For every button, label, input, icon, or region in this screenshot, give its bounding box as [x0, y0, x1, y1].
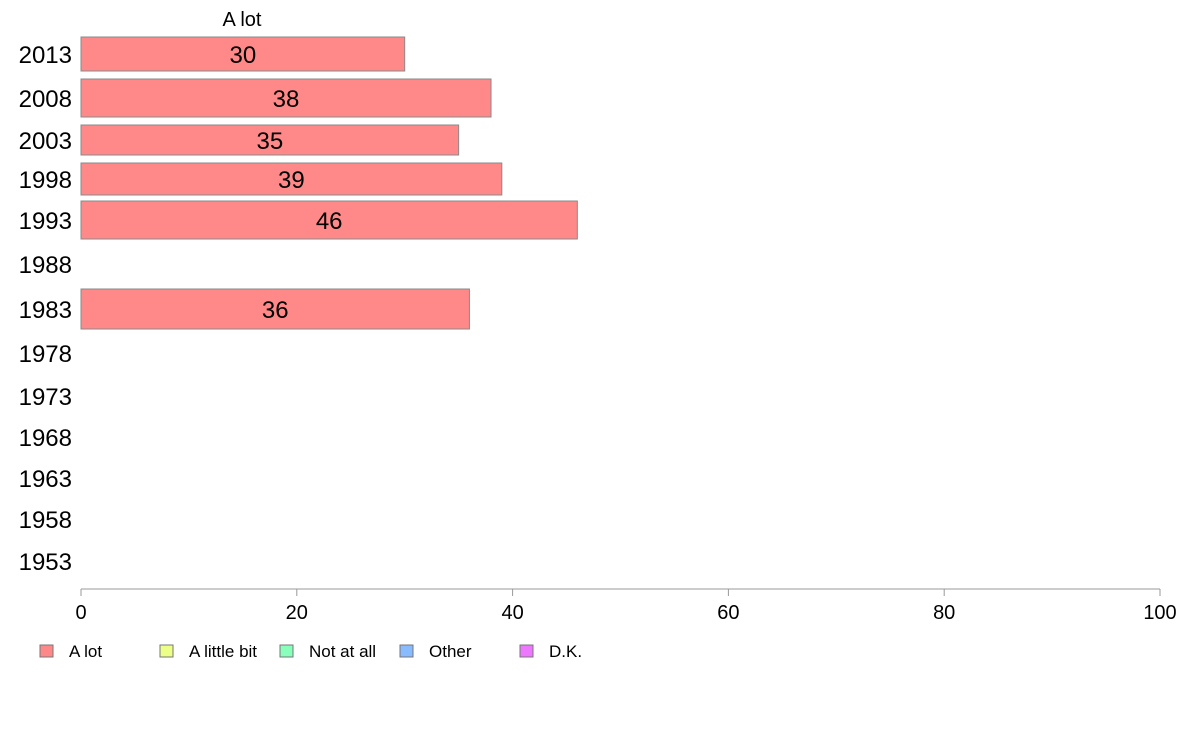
y-tick-label-1983: 1983	[19, 297, 72, 324]
data-label-1983-series-0: 36	[262, 297, 289, 324]
data-label-1998-series-0: 39	[278, 167, 305, 194]
y-tick-label-1958: 1958	[19, 507, 72, 534]
legend-label-3: Other	[429, 642, 472, 661]
bar-2013-series-0	[80, 36, 406, 72]
data-label-2003-series-0: 35	[256, 128, 283, 155]
data-label-1993-series-0: 46	[316, 208, 343, 235]
x-tick-label-80: 80	[933, 602, 955, 624]
bar-1998-series-0	[80, 162, 503, 196]
y-tick-label-1963: 1963	[19, 466, 72, 493]
bars-group: 30 38 35 39 46 36	[80, 36, 578, 330]
legend-swatch-2	[279, 644, 294, 658]
y-tick-label-1993: 1993	[19, 208, 72, 235]
x-tick-label-40: 40	[501, 602, 523, 624]
y-tick-label-2008: 2008	[19, 86, 72, 113]
bar-1993-series-0	[80, 200, 578, 240]
bar-1983-series-0	[80, 288, 470, 330]
y-axis-labels: 2013 2008 2003 1998 1993 1988 1983 1978 1973 1968…	[19, 42, 72, 576]
x-tick-label-100: 100	[1143, 602, 1176, 624]
y-tick-label-2013: 2013	[19, 42, 72, 69]
y-tick-label-1973: 1973	[19, 384, 72, 411]
bar-2008-series-0	[80, 78, 492, 118]
data-label-2008-series-0: 38	[273, 86, 300, 113]
legend-label-1: A little bit	[189, 642, 257, 661]
y-tick-label-1998: 1998	[19, 167, 72, 194]
column-header: A lot	[223, 9, 262, 31]
x-tick-label-60: 60	[717, 602, 739, 624]
y-tick-label-1978: 1978	[19, 341, 72, 368]
x-axis: 0 20 40 60 80 100	[75, 588, 1177, 624]
bar-2003-series-0	[80, 124, 460, 156]
x-tick-label-0: 0	[75, 602, 86, 624]
legend: A lot A little bit Not at all Other D.K.	[39, 642, 582, 661]
x-tick-label-20: 20	[286, 602, 308, 624]
legend-label-2: Not at all	[309, 642, 376, 661]
legend-swatch-1	[159, 644, 174, 658]
y-tick-label-2003: 2003	[19, 128, 72, 155]
y-tick-label-1988: 1988	[19, 252, 72, 279]
legend-swatch-0	[39, 644, 54, 658]
legend-label-0: A lot	[69, 642, 102, 661]
data-label-2013-series-0: 30	[229, 42, 256, 69]
y-tick-label-1968: 1968	[19, 425, 72, 452]
legend-swatch-4	[519, 644, 534, 658]
legend-label-4: D.K.	[549, 642, 582, 661]
y-tick-label-1953: 1953	[19, 549, 72, 576]
legend-swatch-3	[399, 644, 414, 658]
